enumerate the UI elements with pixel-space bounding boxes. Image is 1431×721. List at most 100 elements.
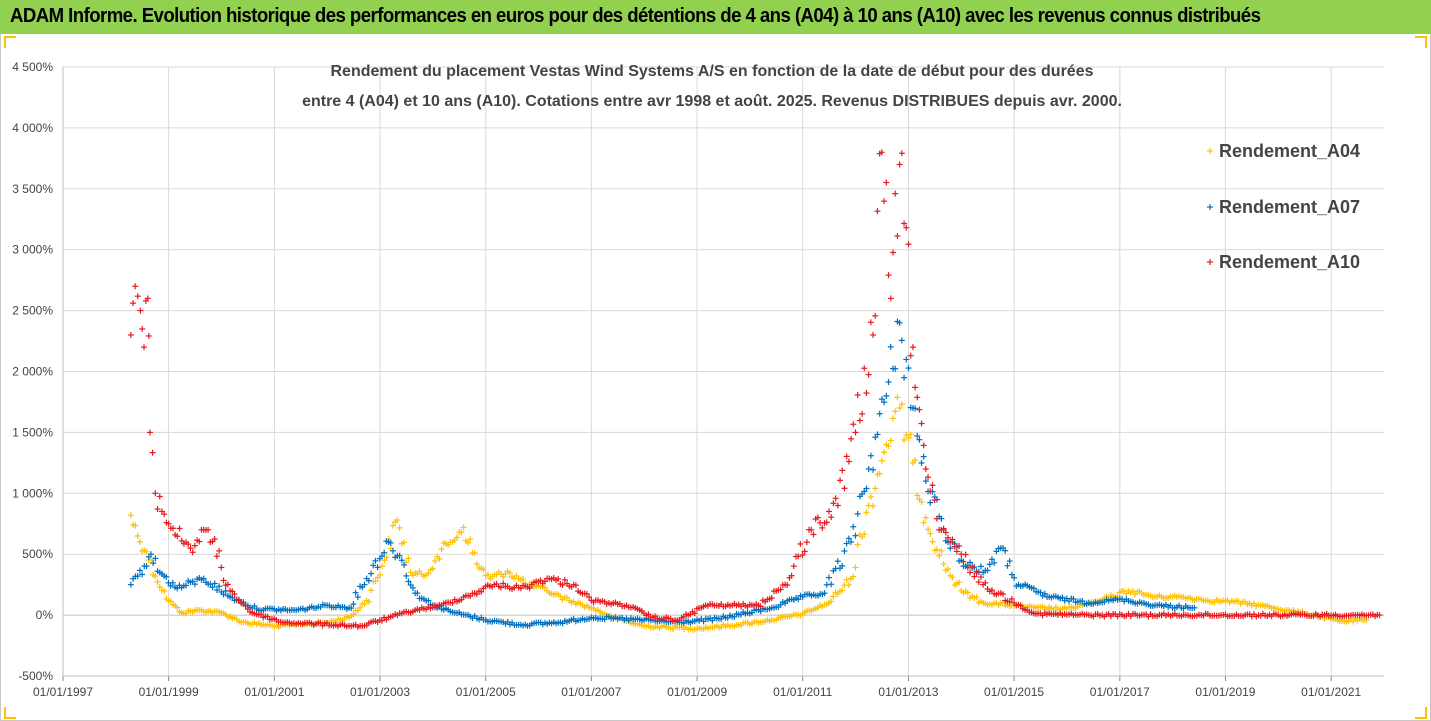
point-Rendement_A04 — [471, 549, 478, 556]
point-Rendement_A04 — [405, 555, 412, 562]
legend-marker-Rendement_A10 — [1207, 259, 1213, 265]
point-Rendement_A07 — [867, 452, 874, 459]
point-Rendement_A10 — [907, 352, 914, 359]
point-Rendement_A10 — [134, 293, 141, 300]
x-tick-label: 01/01/2009 — [667, 685, 727, 699]
point-Rendement_A07 — [916, 436, 923, 443]
point-Rendement_A04 — [467, 536, 474, 543]
point-Rendement_A04 — [850, 573, 857, 580]
point-Rendement_A10 — [795, 553, 802, 560]
x-tick-label: 01/01/1997 — [33, 685, 93, 699]
point-Rendement_A04 — [918, 498, 925, 505]
point-Rendement_A10 — [572, 582, 579, 589]
point-Rendement_A10 — [874, 208, 881, 215]
point-Rendement_A04 — [907, 431, 914, 438]
point-Rendement_A10 — [856, 417, 863, 424]
point-Rendement_A10 — [174, 533, 181, 540]
point-Rendement_A07 — [918, 459, 925, 466]
corner-marker-bottom-left — [4, 707, 16, 719]
y-tick-label: 1 500% — [12, 425, 53, 439]
point-Rendement_A04 — [914, 492, 921, 499]
point-Rendement_A10 — [845, 458, 852, 465]
point-Rendement_A10 — [876, 150, 883, 157]
point-Rendement_A10 — [142, 297, 149, 304]
point-Rendement_A10 — [191, 542, 198, 549]
point-Rendement_A07 — [374, 564, 381, 571]
x-tick-label: 01/01/2015 — [984, 685, 1044, 699]
point-Rendement_A10 — [944, 534, 951, 541]
point-Rendement_A04 — [828, 598, 835, 605]
point-Rendement_A04 — [429, 565, 436, 572]
point-Rendement_A04 — [396, 524, 403, 531]
point-Rendement_A07 — [995, 545, 1002, 552]
point-Rendement_A07 — [224, 592, 231, 599]
point-Rendement_A10 — [1273, 611, 1280, 618]
series-Rendement_A07 — [127, 318, 1198, 629]
point-Rendement_A04 — [520, 575, 527, 582]
point-Rendement_A10 — [1000, 591, 1007, 598]
point-Rendement_A10 — [971, 573, 978, 580]
point-Rendement_A10 — [220, 577, 227, 584]
point-Rendement_A10 — [810, 531, 817, 538]
legend: Rendement_A04 Rendement_A07 Rendement_A10 — [1207, 141, 1360, 272]
point-Rendement_A10 — [920, 442, 927, 449]
point-Rendement_A07 — [389, 547, 396, 554]
point-Rendement_A10 — [819, 524, 826, 531]
point-Rendement_A10 — [784, 582, 791, 589]
point-Rendement_A07 — [986, 561, 993, 568]
point-Rendement_A10 — [500, 580, 507, 587]
point-Rendement_A10 — [1374, 611, 1381, 618]
gridlines — [62, 66, 1384, 677]
point-Rendement_A07 — [887, 343, 894, 350]
y-tick-label: 3 000% — [12, 243, 53, 257]
point-Rendement_A07 — [213, 587, 220, 594]
point-Rendement_A07 — [405, 578, 412, 585]
point-Rendement_A07 — [1004, 562, 1011, 569]
point-Rendement_A07 — [914, 432, 921, 439]
point-Rendement_A10 — [896, 161, 903, 168]
point-Rendement_A10 — [903, 224, 910, 231]
point-Rendement_A07 — [191, 581, 198, 588]
point-Rendement_A04 — [432, 557, 439, 564]
point-Rendement_A10 — [790, 563, 797, 570]
point-Rendement_A04 — [176, 608, 183, 615]
point-Rendement_A10 — [242, 602, 249, 609]
point-Rendement_A10 — [127, 331, 134, 338]
point-Rendement_A07 — [905, 365, 912, 372]
point-Rendement_A10 — [865, 371, 872, 378]
point-Rendement_A07 — [403, 572, 410, 579]
point-Rendement_A04 — [357, 604, 364, 611]
point-Rendement_A07 — [354, 594, 361, 601]
point-Rendement_A04 — [438, 546, 445, 553]
point-Rendement_A10 — [973, 569, 980, 576]
point-Rendement_A04 — [830, 593, 837, 600]
point-Rendement_A07 — [150, 560, 157, 567]
point-Rendement_A07 — [586, 616, 593, 623]
point-Rendement_A10 — [839, 467, 846, 474]
point-Rendement_A10 — [141, 344, 148, 351]
point-Rendement_A10 — [956, 542, 963, 549]
point-Rendement_A10 — [922, 465, 929, 472]
point-Rendement_A10 — [872, 312, 879, 319]
corner-marker-bottom-right — [1415, 707, 1427, 719]
point-Rendement_A07 — [863, 485, 870, 492]
point-Rendement_A07 — [638, 617, 645, 624]
point-Rendement_A10 — [933, 515, 940, 522]
legend-label-Rendement_A10: Rendement_A10 — [1219, 252, 1360, 272]
point-Rendement_A07 — [839, 562, 846, 569]
point-Rendement_A10 — [909, 344, 916, 351]
x-tick-label: 01/01/2019 — [1195, 685, 1255, 699]
point-Rendement_A07 — [449, 609, 456, 616]
point-Rendement_A04 — [912, 457, 919, 464]
point-Rendement_A04 — [458, 529, 465, 536]
point-Rendement_A07 — [852, 532, 859, 539]
point-Rendement_A10 — [982, 579, 989, 586]
point-Rendement_A07 — [220, 591, 227, 598]
point-Rendement_A10 — [436, 601, 443, 608]
point-Rendement_A10 — [218, 564, 225, 571]
point-Rendement_A10 — [231, 591, 238, 598]
point-Rendement_A10 — [951, 543, 958, 550]
point-Rendement_A07 — [834, 558, 841, 565]
point-Rendement_A07 — [425, 597, 432, 604]
point-Rendement_A04 — [390, 522, 397, 529]
